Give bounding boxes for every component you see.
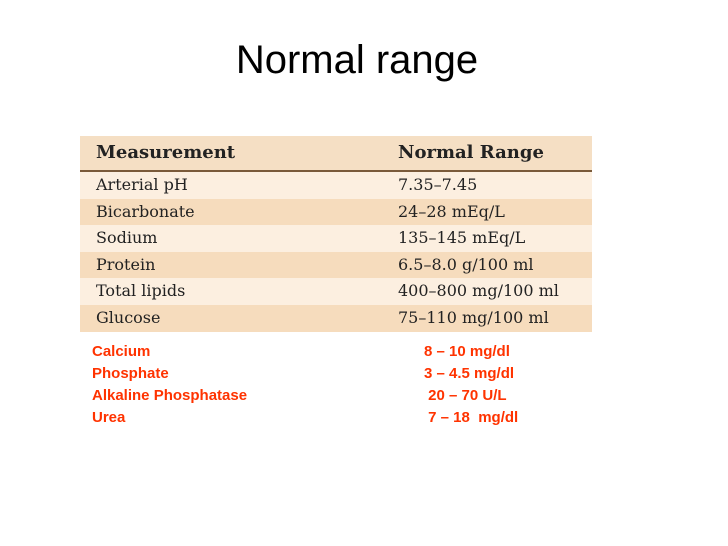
analyte-name: Urea [92,409,126,426]
list-item: Calcium 8 – 10 mg/dl [92,341,552,363]
analyte-range: 3 – 4.5 mg/dl [424,365,515,382]
range-cell: 6.5–8.0 g/100 ml [398,254,534,274]
range-cell: 7.35–7.45 [398,175,478,194]
range-cell: 400–800 mg/100 ml [398,281,559,301]
range-cell: 135–145 mEq/L [398,228,526,248]
analyte-name: Calcium [92,343,151,360]
list-item: Urea 7 – 18 mg/dl [92,407,552,429]
table-row: Arterial pH 7.35–7.45 [80,172,592,199]
range-cell: 75–110 mg/100 ml [398,307,549,327]
slide-title: Normal range [235,38,479,82]
measurement-cell: Bicarbonate [96,201,195,221]
range-cell: 24–28 mEq/L [398,201,505,221]
measurement-cell: Arterial pH [96,175,188,194]
header-measurement: Measurement [96,142,236,163]
analyte-name: Alkaline Phosphatase [92,387,248,404]
measurement-cell: Sodium [96,228,158,248]
measurement-cell: Protein [96,254,156,274]
list-item: Alkaline Phosphatase 20 – 70 U/L [92,385,552,407]
table-row: Total lipids 400–800 mg/100 ml [80,278,592,305]
table-header-row: Measurement Normal Range [80,136,592,172]
normal-range-table: Measurement Normal Range Arterial pH 7.3… [80,136,592,332]
table-row: Sodium 135–145 mEq/L [80,225,592,252]
list-item: Phosphate 3 – 4.5 mg/dl [92,363,552,385]
header-normal-range: Normal Range [398,142,544,163]
analyte-range: 20 – 70 U/L [424,387,507,404]
table-row: Glucose 75–110 mg/100 ml [80,304,592,332]
analyte-range: 8 – 10 mg/dl [424,343,510,360]
measurement-cell: Glucose [96,307,161,327]
table-row: Bicarbonate 24–28 mEq/L [80,198,592,226]
measurement-cell: Total lipids [96,281,186,301]
table-row: Protein 6.5–8.0 g/100 ml [80,251,592,279]
analyte-range: 7 – 18 mg/dl [424,409,519,426]
additional-ranges-list: Calcium 8 – 10 mg/dl Phosphate 3 – 4.5 m… [92,341,552,429]
analyte-name: Phosphate [92,365,169,382]
